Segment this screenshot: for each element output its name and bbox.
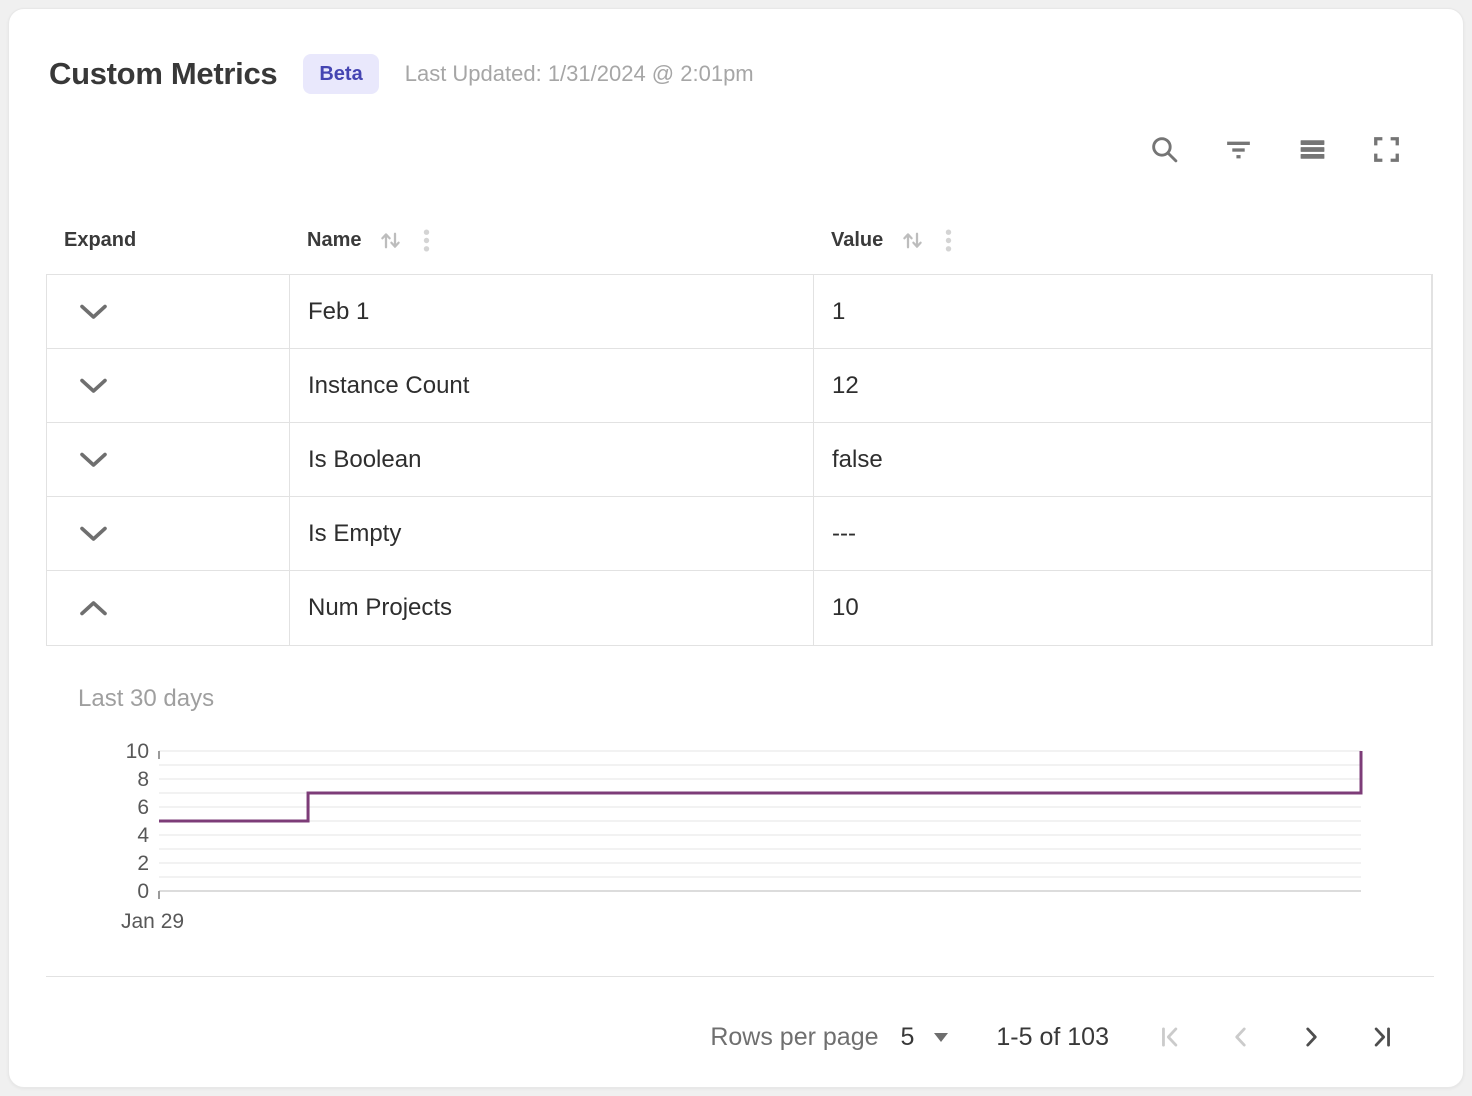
- search-icon: [1151, 136, 1177, 162]
- last-page-button[interactable]: [1365, 1021, 1397, 1053]
- column-header-expand: Expand: [46, 229, 289, 252]
- row-name-cell: Feb 1: [290, 275, 814, 348]
- svg-text:6: 6: [137, 796, 149, 819]
- column-label: Expand: [64, 228, 137, 251]
- dropdown-arrow-icon: [934, 1032, 949, 1042]
- first-page-button: [1155, 1021, 1187, 1053]
- first-page-icon: [1162, 1027, 1178, 1047]
- column-menu-name-button[interactable]: [418, 227, 435, 254]
- previous-page-button: [1225, 1021, 1257, 1053]
- row-name-cell: Is Empty: [290, 497, 814, 570]
- svg-text:4: 4: [137, 824, 149, 847]
- expand-cell: [47, 423, 290, 496]
- chart-title: Last 30 days: [78, 685, 215, 712]
- table-row: Feb 1 1: [47, 275, 1431, 349]
- expand-cell: [47, 275, 290, 348]
- svg-text:2: 2: [137, 852, 149, 875]
- column-header-name: Name: [289, 227, 813, 254]
- beta-badge: Beta: [303, 54, 379, 94]
- column-label: Name: [307, 228, 362, 251]
- column-label: Value: [831, 228, 884, 251]
- row-name-cell: Is Boolean: [290, 423, 814, 496]
- chevron-down-icon: [79, 526, 107, 541]
- chevron-left-icon: [1235, 1027, 1246, 1047]
- svg-text:8: 8: [137, 768, 149, 791]
- fullscreen-icon: [1373, 136, 1399, 162]
- table-row: Num Projects 10: [47, 571, 1431, 645]
- x-axis-tick-label: Jan 29: [121, 910, 185, 933]
- chevron-up-icon: [79, 601, 107, 616]
- expand-cell: [47, 497, 290, 570]
- row-value-cell: 1: [832, 297, 846, 325]
- next-page-button[interactable]: [1295, 1021, 1327, 1053]
- search-button[interactable]: [1147, 132, 1181, 166]
- metric-step-chart: 0 2 4 6 8 10: [126, 743, 1363, 903]
- chevron-down-icon: [79, 304, 107, 319]
- rows-per-page-label: Rows per page: [710, 1022, 879, 1051]
- svg-text:10: 10: [126, 743, 149, 763]
- row-value-cell: 10: [832, 594, 859, 621]
- chevron-right-icon: [1306, 1027, 1317, 1047]
- custom-metrics-card: Custom Metrics Beta Last Updated: 1/31/2…: [8, 8, 1464, 1088]
- fullscreen-button[interactable]: [1369, 132, 1403, 166]
- row-value-cell: 12: [832, 371, 859, 399]
- svg-text:0: 0: [137, 880, 149, 903]
- pagination-bar: Rows per page 5 1-5 of 103: [710, 1005, 1397, 1069]
- expand-row-button[interactable]: [73, 440, 113, 480]
- collapse-row-button[interactable]: [73, 588, 113, 628]
- table-rows: Feb 1 1 Instance Count 12 Is Boolean false Is …: [46, 274, 1433, 646]
- table-header: Expand Name Value: [46, 206, 1433, 274]
- expand-row-button[interactable]: [73, 292, 113, 332]
- expand-row-button[interactable]: [73, 514, 113, 554]
- footer-divider: [46, 976, 1434, 977]
- column-menu-value-button[interactable]: [940, 227, 957, 254]
- row-value-cell: ---: [832, 519, 856, 547]
- last-updated-text: Last Updated: 1/31/2024 @ 2:01pm: [404, 61, 754, 86]
- rows-per-page-value: 5: [900, 1022, 915, 1051]
- sort-value-button[interactable]: [899, 227, 926, 254]
- page-title: Custom Metrics: [49, 56, 278, 91]
- filter-icon: [1226, 141, 1250, 158]
- kebab-menu-icon: [424, 228, 430, 252]
- header: Custom Metrics Beta Last Updated: 1/31/2…: [49, 49, 754, 99]
- table-row: Instance Count 12: [47, 349, 1431, 423]
- chevron-down-icon: [79, 452, 107, 467]
- pagination-nav: [1155, 1021, 1397, 1053]
- pagination-range-label: 1-5 of 103: [996, 1022, 1109, 1051]
- grid-toolbar: [1147, 132, 1403, 166]
- sort-arrows-icon: [381, 232, 401, 248]
- row-name-cell: Num Projects: [290, 571, 814, 645]
- expand-cell: [47, 349, 290, 422]
- sort-arrows-icon: [903, 232, 922, 248]
- column-header-value: Value: [813, 227, 1433, 254]
- expand-row-button[interactable]: [73, 366, 113, 406]
- table-row: Is Empty ---: [47, 497, 1431, 571]
- chevron-down-icon: [79, 378, 107, 393]
- kebab-menu-icon: [946, 228, 952, 252]
- density-button[interactable]: [1295, 132, 1329, 166]
- table-row: Is Boolean false: [47, 423, 1431, 497]
- row-value-cell: false: [832, 445, 883, 473]
- last-page-icon: [1374, 1027, 1390, 1047]
- filter-button[interactable]: [1221, 132, 1255, 166]
- row-name-cell: Instance Count: [290, 349, 814, 422]
- rows-per-page-select[interactable]: 5: [901, 1023, 949, 1052]
- sort-name-button[interactable]: [377, 227, 404, 254]
- expand-cell: [47, 571, 290, 645]
- density-icon: [1300, 139, 1324, 159]
